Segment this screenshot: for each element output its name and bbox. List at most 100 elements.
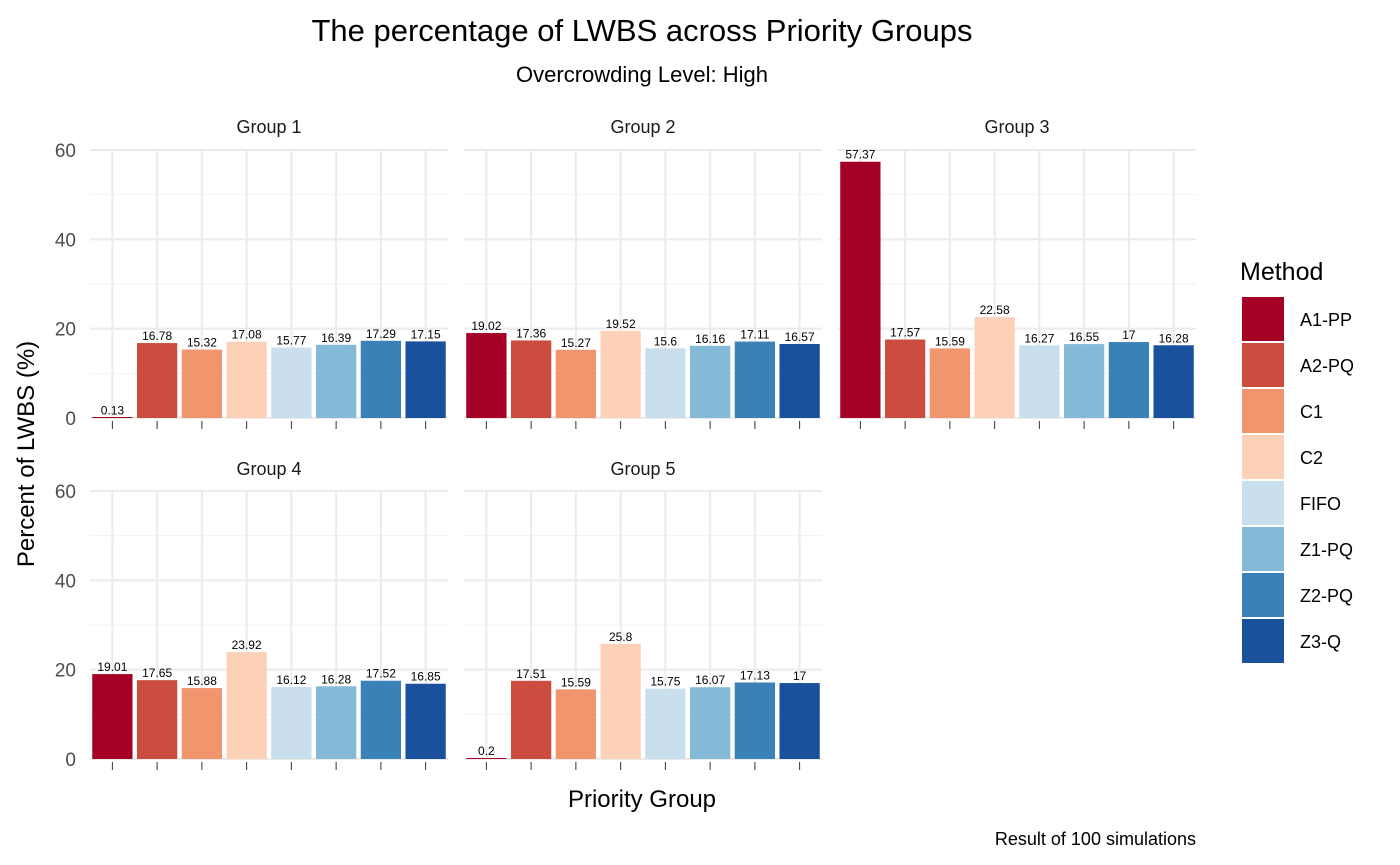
bar-Z3-Q (779, 683, 820, 759)
legend-label-Z2-PQ: Z2-PQ (1300, 586, 1353, 606)
bar-value-label: 15.59 (561, 675, 591, 689)
y-tick-label: 20 (55, 320, 76, 341)
bar-A2-PQ (510, 680, 552, 759)
bar-Z1-PQ (689, 687, 731, 759)
bar-value-label: 57.37 (845, 148, 875, 162)
bar-value-label: 19.02 (471, 319, 501, 333)
bar-value-label: 17.57 (890, 326, 920, 340)
bar-value-label: 17.65 (142, 666, 172, 680)
bar-value-label: 16.12 (276, 673, 306, 687)
facet-strip-label: Group 5 (610, 459, 675, 479)
panel-4: 0 20 40 60 Group 4 19.01 17.65 15.88 23.92 16.12 1… (55, 459, 448, 771)
legend-label-C2: C2 (1300, 448, 1323, 468)
bar-A1-PP (840, 161, 881, 419)
bar-C1 (181, 688, 223, 759)
facet-panels: 0 20 40 60 Group 1 0.13 16.78 15.32 17.08 15.77 16… (55, 117, 1196, 771)
bar-Z3-Q (779, 343, 820, 418)
legend-title: Method (1240, 258, 1323, 286)
legend-swatch-FIFO (1242, 481, 1284, 525)
bar-C2 (600, 330, 641, 418)
bar-value-label: 19.52 (606, 317, 636, 331)
y-tick-label: 60 (55, 482, 76, 503)
y-tick-label: 20 (55, 661, 76, 682)
legend-swatch-C2 (1242, 435, 1284, 479)
bar-value-label: 16.28 (321, 672, 351, 686)
panel-3: Group 3 57.37 17.57 15.59 22.58 16.27 16.55 17 1… (838, 117, 1196, 429)
chart-title: The percentage of LWBS across Priority G… (311, 13, 972, 48)
bar-A2-PQ (884, 339, 926, 418)
legend-label-C1: C1 (1300, 402, 1323, 422)
bar-FIFO (1019, 345, 1060, 418)
bar-Z1-PQ (315, 686, 357, 759)
bar-C1 (929, 348, 971, 418)
chart-caption: Result of 100 simulations (995, 829, 1196, 849)
bar-Z2-PQ (360, 680, 402, 759)
bar-C2 (974, 317, 1015, 418)
bar-value-label: 17.51 (516, 667, 546, 681)
bar-C1 (181, 349, 223, 418)
bar-A2-PQ (136, 680, 178, 759)
bar-C2 (600, 643, 641, 759)
bar-value-label: 17.52 (366, 667, 396, 681)
y-tick-label: 40 (55, 230, 76, 251)
y-tick-label: 60 (55, 141, 76, 162)
y-tick-label: 0 (65, 409, 76, 430)
bar-value-label: 0.2 (478, 744, 495, 758)
bar-value-label: 16.78 (142, 329, 172, 343)
bar-value-label: 19.01 (97, 660, 127, 674)
bar-A2-PQ (510, 340, 552, 418)
bar-FIFO (271, 686, 312, 759)
legend-swatch-A1-PP (1242, 297, 1284, 341)
bar-C1 (555, 349, 597, 418)
bar-Z3-Q (405, 341, 446, 418)
y-tick-label: 0 (65, 750, 76, 771)
facet-strip-label: Group 4 (236, 459, 301, 479)
bar-value-label: 16.16 (695, 332, 725, 346)
legend-swatch-Z1-PQ (1242, 527, 1284, 571)
bar-value-label: 15.88 (187, 674, 217, 688)
bar-Z1-PQ (1063, 344, 1105, 418)
bar-C2 (226, 341, 267, 418)
facet-strip-label: Group 3 (984, 117, 1049, 137)
bar-value-label: 15.27 (561, 336, 591, 350)
bar-FIFO (271, 347, 312, 418)
panel-1: 0 20 40 60 Group 1 0.13 16.78 15.32 17.08 15.77 16… (55, 117, 448, 430)
bar-Z3-Q (405, 683, 446, 759)
bar-value-label: 17 (793, 669, 807, 683)
bar-value-label: 17.15 (411, 327, 441, 341)
bar-value-label: 22.58 (980, 303, 1010, 317)
bar-Z1-PQ (315, 344, 357, 418)
panel-2: Group 2 19.02 17.36 15.27 19.52 15.6 16.16 17.1… (464, 117, 822, 429)
bar-FIFO (645, 348, 686, 418)
bar-value-label: 16.07 (695, 673, 725, 687)
panel-5: Group 5 0.2 17.51 15.59 25.8 15.75 16.07 17.13 1… (464, 459, 822, 770)
bar-A1-PP (92, 417, 133, 418)
bar-value-label: 15.77 (276, 334, 306, 348)
bar-C1 (555, 689, 597, 759)
bar-A1-PP (466, 758, 507, 759)
chart-subtitle: Overcrowding Level: High (516, 62, 768, 87)
bar-value-label: 25.8 (609, 630, 633, 644)
y-tick-label: 40 (55, 571, 76, 592)
bar-C2 (226, 652, 267, 759)
bar-FIFO (645, 688, 686, 759)
bar-value-label: 17.13 (740, 668, 770, 682)
bar-value-label: 0.13 (101, 403, 125, 417)
bar-value-label: 15.6 (654, 334, 678, 348)
bar-Z2-PQ (360, 340, 402, 418)
bar-value-label: 16.28 (1159, 331, 1189, 345)
y-axis-label: Percent of LWBS (%) (13, 341, 40, 567)
bar-value-label: 17 (1122, 328, 1136, 342)
facet-strip-label: Group 1 (236, 117, 301, 137)
legend-label-A1-PP: A1-PP (1300, 310, 1352, 330)
bar-value-label: 15.59 (935, 334, 965, 348)
legend-swatch-Z3-Q (1242, 619, 1284, 663)
bar-value-label: 15.32 (187, 336, 217, 350)
bar-value-label: 16.27 (1024, 331, 1054, 345)
legend-label-Z1-PQ: Z1-PQ (1300, 540, 1353, 560)
bar-Z2-PQ (1108, 342, 1150, 418)
bar-value-label: 17.29 (366, 327, 396, 341)
bar-value-label: 16.55 (1069, 330, 1099, 344)
bar-value-label: 17.08 (232, 328, 262, 342)
facet-strip-label: Group 2 (610, 117, 675, 137)
